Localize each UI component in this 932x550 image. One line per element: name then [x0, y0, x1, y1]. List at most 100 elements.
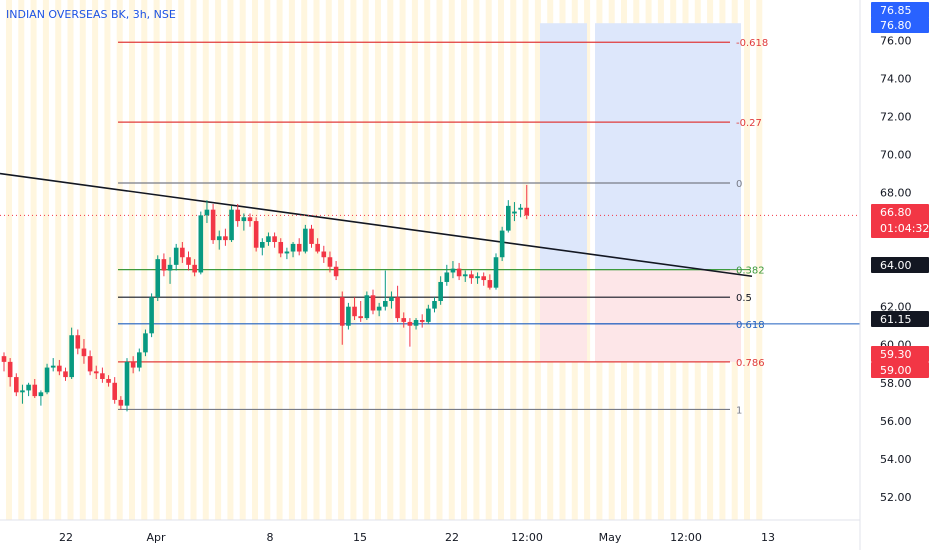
time-tick-label: 12:00: [670, 531, 702, 544]
candle: [167, 257, 173, 284]
candle: [100, 367, 105, 383]
candle-body: [487, 280, 493, 288]
price-tick-label: 70.00: [880, 148, 912, 161]
price-badge: 59.30: [871, 346, 929, 362]
price-badge-bg: [871, 17, 929, 33]
candle: [444, 264, 450, 286]
session-stripe: [436, 0, 443, 520]
candles: [1, 184, 530, 412]
fib-level-label: 0: [736, 179, 742, 190]
candle-body: [118, 399, 124, 406]
candle-body: [186, 257, 191, 265]
candle: [352, 297, 357, 321]
candle-body: [376, 306, 382, 311]
candle-body: [137, 352, 142, 368]
candle-body: [247, 217, 253, 222]
fib-level-label: -0.618: [736, 38, 768, 49]
candle: [87, 350, 93, 376]
session-stripe: [239, 0, 246, 520]
price-tick-label: 76.00: [880, 34, 912, 47]
price-badge: 61.15: [871, 311, 929, 327]
price-badge-value: 59.00: [880, 364, 912, 377]
price-tick-label: 54.00: [880, 453, 912, 466]
candle: [432, 297, 437, 313]
candle-body: [100, 373, 105, 379]
candle: [272, 232, 277, 248]
candle-body: [426, 308, 431, 322]
session-stripe: [104, 0, 111, 520]
session-stripe: [534, 0, 541, 520]
candle-body: [7, 361, 13, 378]
candle: [26, 382, 31, 397]
candle: [186, 251, 191, 271]
candle: [518, 203, 523, 218]
candle-body: [346, 306, 351, 326]
candle: [63, 367, 68, 381]
session-stripe: [55, 0, 62, 520]
candle: [50, 358, 56, 372]
session-stripe: [30, 0, 37, 520]
candle-body: [44, 367, 50, 393]
time-tick-label: 13: [761, 531, 775, 544]
candle-body: [352, 306, 357, 317]
candle-body: [32, 384, 38, 397]
candle: [401, 312, 407, 328]
session-stripe: [252, 0, 258, 520]
candle-body: [327, 257, 333, 267]
price-tick-label: 52.00: [880, 491, 912, 504]
candle-body: [315, 243, 320, 252]
session-stripe: [313, 0, 320, 520]
session-stripe: [461, 0, 468, 520]
fib-level-label: 0.382: [736, 266, 765, 277]
fib-retracement: -0.618 -0.27 0 0.382 0.5 0.618 0.786 1: [118, 38, 768, 416]
session-stripe: [362, 0, 369, 520]
candle-body: [14, 377, 19, 393]
candle-body: [383, 300, 388, 307]
session-stripe: [276, 0, 283, 520]
candle: [462, 270, 468, 282]
candle: [487, 274, 493, 290]
candle-body: [130, 361, 136, 368]
candle: [38, 390, 44, 406]
candle-body: [112, 382, 117, 400]
session-stripe: [215, 0, 222, 520]
candle-body: [173, 247, 179, 265]
session-stripe: [350, 0, 357, 520]
price-badge-bg: [871, 346, 929, 362]
price-badge-value: 76.85: [880, 4, 912, 17]
candle: [333, 261, 339, 281]
candle: [106, 375, 111, 387]
candle-body: [309, 228, 314, 244]
candle: [180, 242, 185, 263]
candle-body: [481, 276, 486, 281]
session-stripe: [338, 0, 345, 520]
candle-body: [50, 365, 56, 368]
candle-body: [1, 356, 7, 362]
session-stripe: [387, 0, 394, 520]
candle-body: [290, 243, 296, 252]
candle-body: [93, 371, 99, 374]
candle-body: [198, 215, 204, 273]
candle: [512, 202, 517, 222]
chart-title: INDIAN OVERSEAS BK, 3h, NSE: [6, 8, 176, 21]
candle: [364, 291, 370, 321]
candle-body: [358, 316, 363, 319]
candle-body: [456, 268, 462, 277]
price-tick-label: 74.00: [880, 72, 912, 85]
candle: [481, 272, 486, 286]
candle: [260, 238, 265, 256]
session-stripe: [510, 0, 517, 520]
candle-body: [124, 361, 130, 406]
candle: [438, 276, 443, 305]
session-stripe: [584, 0, 591, 520]
candle: [376, 302, 382, 317]
price-badge-value: 64.00: [880, 259, 912, 272]
fib-level-label: 0.5: [736, 293, 752, 304]
price-badge-value: 59.30: [880, 348, 912, 361]
candle-body: [524, 207, 530, 216]
candle: [81, 339, 87, 364]
candle-body: [333, 266, 339, 277]
price-badge: 76.85: [871, 2, 929, 18]
candle-body: [475, 276, 480, 279]
